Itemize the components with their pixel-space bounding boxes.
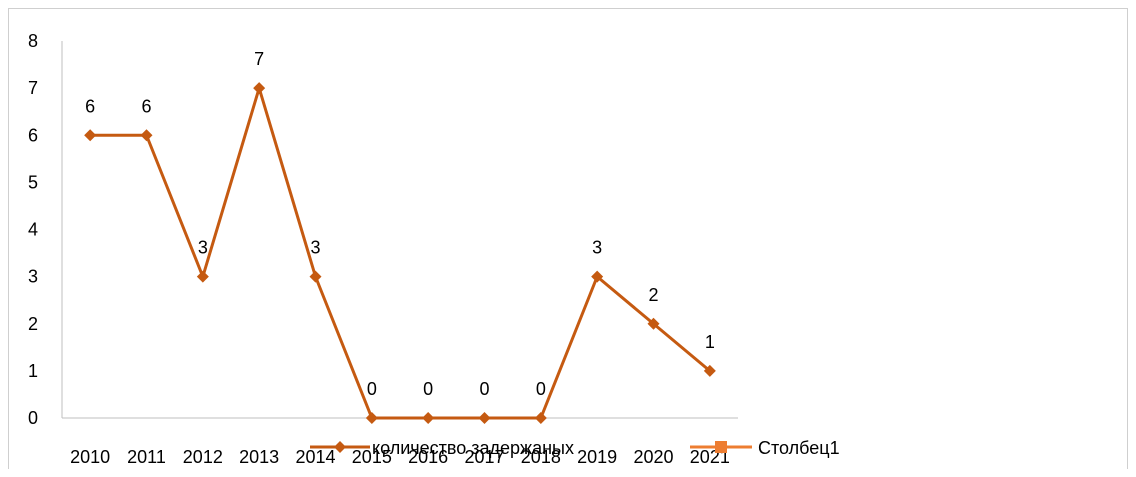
data-label: 0: [479, 379, 489, 399]
series-point: [478, 412, 491, 424]
y-tick-label: 1: [28, 361, 38, 381]
series-point: [84, 129, 97, 142]
series-point: [422, 412, 435, 424]
x-tick-label: 2017: [464, 447, 504, 467]
x-tick-label: 2018: [521, 447, 561, 467]
data-label: 2: [648, 285, 658, 305]
y-axis: 0 1 2 3 4 5 6 7 8: [28, 31, 63, 428]
x-tick-label: 2016: [408, 447, 448, 467]
x-tick-label: 2010: [70, 447, 110, 467]
series-point: [703, 364, 716, 377]
series-point: [647, 317, 660, 330]
series-point: [309, 270, 322, 283]
data-label: 3: [198, 238, 208, 258]
y-tick-label: 6: [28, 125, 38, 145]
y-tick-label: 5: [28, 172, 38, 192]
data-label: 7: [254, 49, 264, 69]
y-tick-label: 2: [28, 314, 38, 334]
chart-frame: [8, 8, 1128, 469]
data-labels: 6 6 3 7 3 0 0 0 0 3 2 1: [85, 49, 715, 399]
data-label: 3: [310, 238, 320, 258]
legend: количество задержаных Столбец1: [310, 438, 840, 458]
x-axis: 2010 2011 2012 2013 2014 2015 2016 2017 2018 2019…: [62, 417, 738, 467]
data-label: 0: [367, 379, 377, 399]
data-label: 3: [592, 238, 602, 258]
y-tick-label: 8: [28, 31, 38, 51]
x-tick-label: 2011: [127, 447, 166, 467]
series-point: [534, 412, 547, 424]
series-point: [140, 129, 153, 142]
y-tick-label: 0: [28, 408, 38, 428]
y-tick-label: 3: [28, 267, 38, 287]
x-tick-label: 2014: [295, 447, 335, 467]
x-tick-label: 2015: [352, 447, 392, 467]
legend-marker-series-1: [334, 441, 346, 453]
data-label: 0: [536, 379, 546, 399]
x-tick-label: 2019: [577, 447, 617, 467]
series-point: [365, 412, 378, 424]
legend-label-series-2: Столбец1: [758, 438, 840, 458]
series-line: [90, 86, 711, 420]
data-label: 0: [423, 379, 433, 399]
legend-label-series-1: количество задержаных: [372, 438, 574, 458]
data-label: 1: [705, 332, 715, 352]
y-tick-label: 4: [28, 220, 38, 240]
series-point: [591, 270, 604, 283]
data-label: 6: [141, 96, 151, 116]
data-label: 6: [85, 96, 95, 116]
series-point: [196, 270, 209, 283]
x-tick-label: 2020: [633, 447, 673, 467]
legend-marker-series-2: [715, 441, 727, 453]
x-tick-label: 2012: [183, 447, 223, 467]
y-tick-label: 7: [28, 78, 38, 98]
series-point: [253, 82, 266, 95]
series-layer: [84, 82, 716, 424]
x-tick-label: 2013: [239, 447, 279, 467]
